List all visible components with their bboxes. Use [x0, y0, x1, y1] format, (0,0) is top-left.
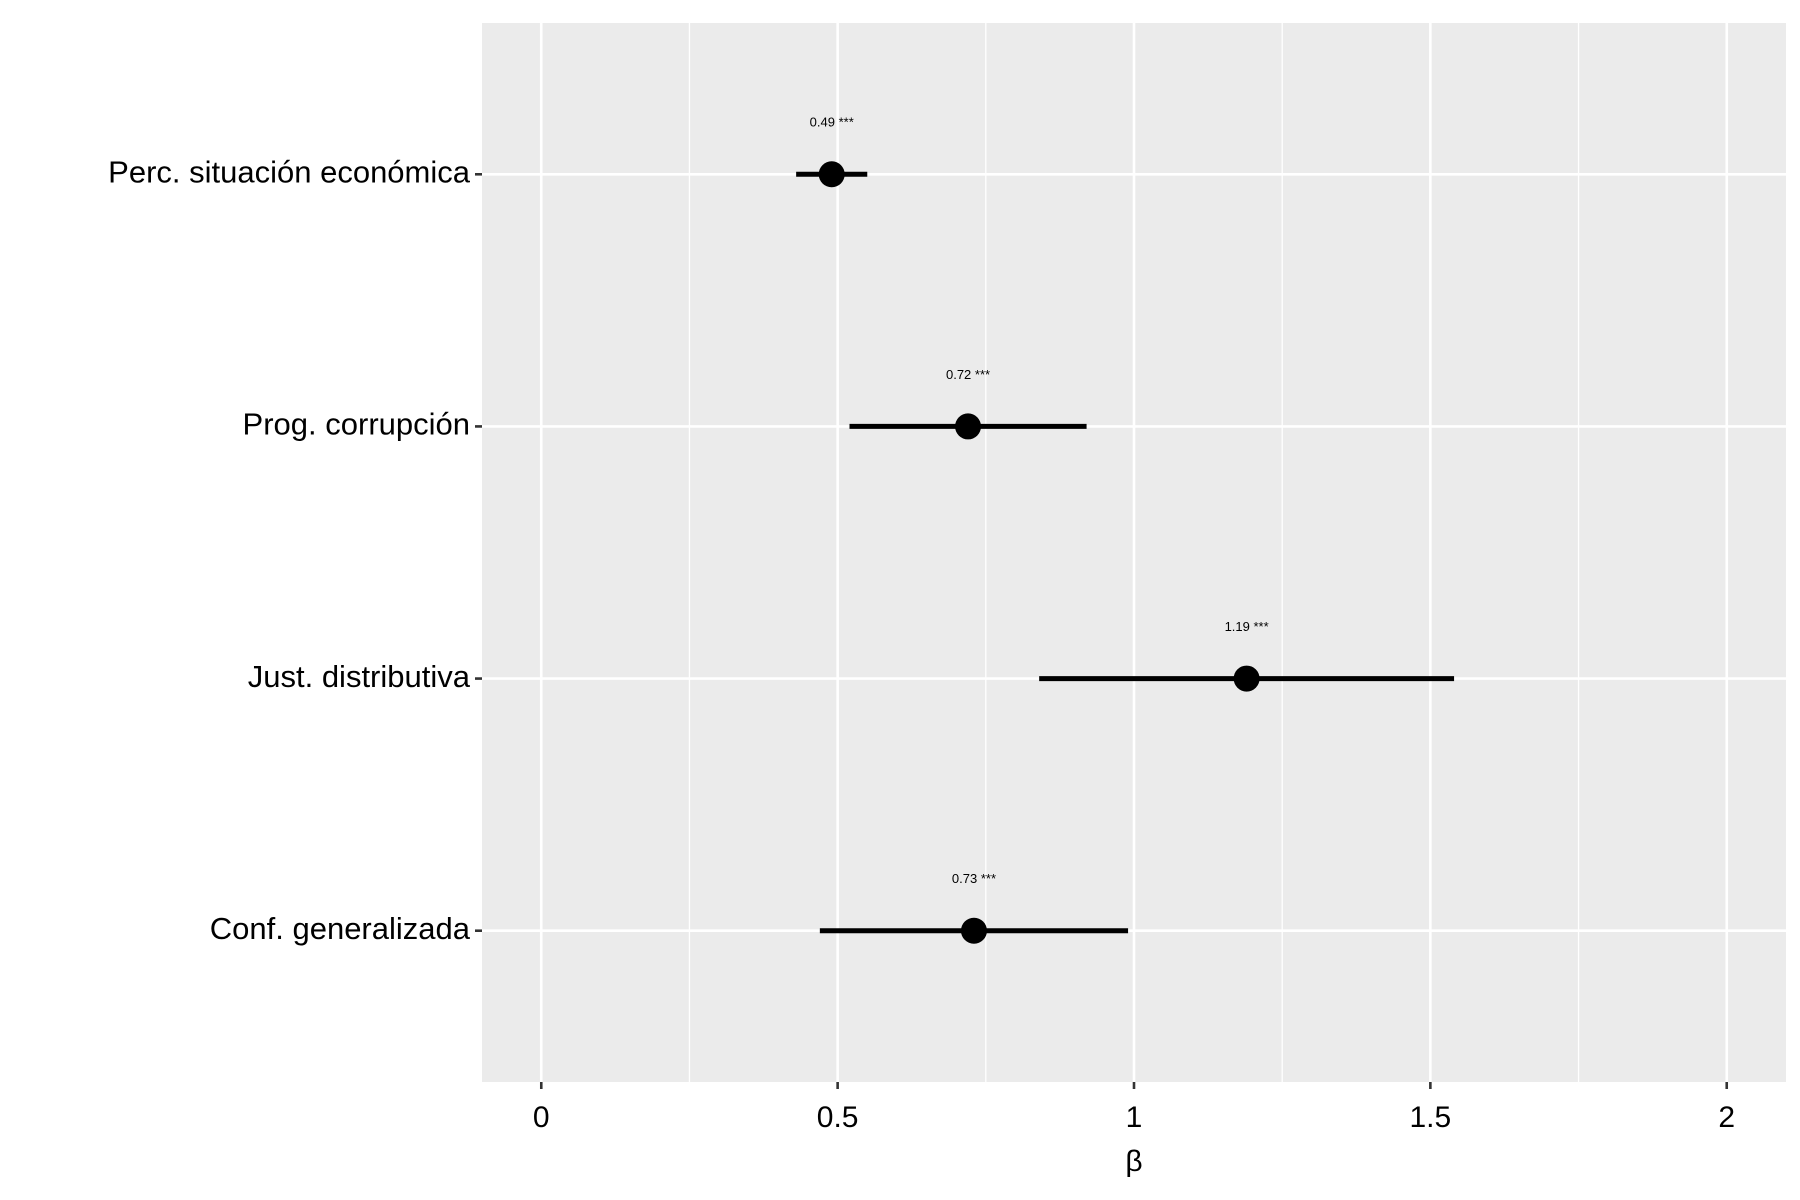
- x-tick-label: 2: [1718, 1101, 1735, 1134]
- y-tick-label: Just. distributiva: [248, 659, 471, 694]
- x-tick-label: 0: [533, 1101, 550, 1134]
- x-tick-label: 0.5: [817, 1101, 859, 1134]
- x-tick-label: 1.5: [1410, 1101, 1452, 1134]
- point: [955, 413, 982, 440]
- y-tick-label: Conf. generalizada: [210, 911, 471, 946]
- point: [818, 161, 845, 188]
- point: [1233, 665, 1260, 692]
- value-label: 1.19 ***: [1225, 619, 1269, 634]
- value-label: 0.72 ***: [946, 367, 990, 382]
- x-tick-label: 1: [1126, 1101, 1143, 1134]
- y-tick-label: Prog. corrupción: [243, 407, 470, 442]
- value-label: 0.73 ***: [952, 871, 996, 886]
- point: [960, 917, 987, 944]
- y-tick-label: Perc. situación económica: [108, 154, 471, 189]
- value-label: 0.49 ***: [810, 115, 854, 130]
- x-axis-title: β: [1125, 1145, 1142, 1178]
